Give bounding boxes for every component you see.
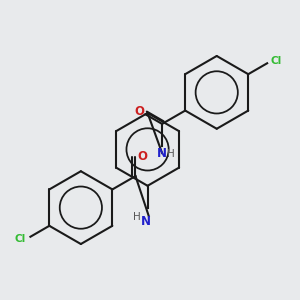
Text: O: O	[138, 150, 148, 163]
Text: Cl: Cl	[271, 56, 282, 66]
Text: H: H	[133, 212, 140, 223]
Text: O: O	[134, 105, 144, 118]
Text: Cl: Cl	[14, 234, 26, 244]
Text: N: N	[157, 147, 167, 160]
Text: N: N	[141, 215, 152, 228]
Text: H: H	[167, 149, 175, 159]
